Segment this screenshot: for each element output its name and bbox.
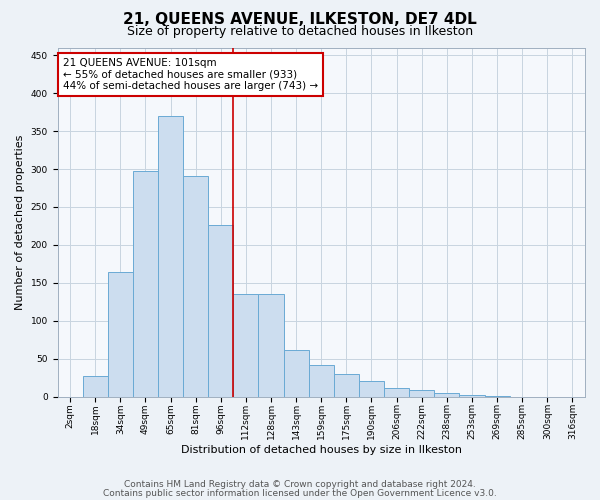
Bar [409,390,434,397]
Bar [233,294,259,397]
Bar [259,294,284,397]
Text: Contains public sector information licensed under the Open Government Licence v3: Contains public sector information licen… [103,489,497,498]
Bar [133,172,158,397]
Y-axis label: Number of detached properties: Number of detached properties [15,134,25,310]
Bar [83,376,108,397]
Bar [460,394,485,397]
Text: Size of property relative to detached houses in Ilkeston: Size of property relative to detached ho… [127,25,473,38]
Bar [384,388,409,397]
Bar [309,365,334,397]
Bar [334,374,359,397]
Bar [284,350,309,397]
Bar [434,393,460,397]
Text: 21, QUEENS AVENUE, ILKESTON, DE7 4DL: 21, QUEENS AVENUE, ILKESTON, DE7 4DL [123,12,477,28]
X-axis label: Distribution of detached houses by size in Ilkeston: Distribution of detached houses by size … [181,445,462,455]
Text: 21 QUEENS AVENUE: 101sqm
← 55% of detached houses are smaller (933)
44% of semi-: 21 QUEENS AVENUE: 101sqm ← 55% of detach… [63,58,318,91]
Bar [208,225,233,397]
Bar [158,116,183,397]
Bar [108,272,133,397]
Bar [485,396,509,397]
Bar [183,176,208,397]
Bar [359,381,384,397]
Text: Contains HM Land Registry data © Crown copyright and database right 2024.: Contains HM Land Registry data © Crown c… [124,480,476,489]
